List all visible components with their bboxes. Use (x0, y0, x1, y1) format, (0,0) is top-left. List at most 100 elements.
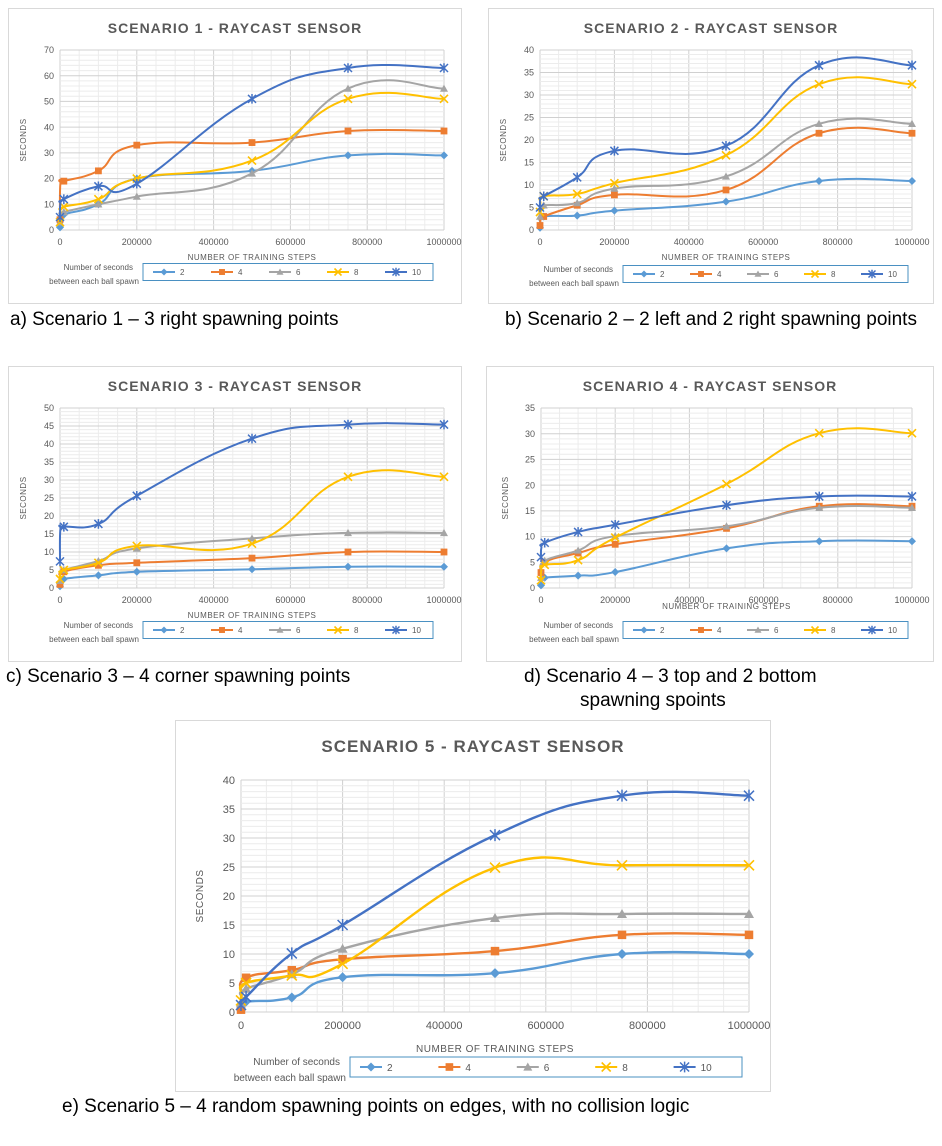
data-point-10 (814, 491, 824, 502)
y-tick-label: 15 (223, 920, 235, 932)
legend: Number of seconds between each ball spawn… (234, 1056, 743, 1084)
y-tick-label: 10 (525, 532, 535, 542)
data-point-4 (815, 129, 823, 137)
legend-marker-2 (160, 268, 168, 276)
data-point-2 (573, 211, 582, 220)
legend-marker-10 (867, 269, 877, 279)
caption-b: b) Scenario 2 – 2 left and 2 right spawn… (488, 309, 934, 331)
data-point-10 (573, 527, 583, 537)
legend-label-8: 8 (831, 270, 836, 279)
data-point-4 (540, 213, 548, 220)
legend-label-6: 6 (296, 626, 301, 635)
x-tick-label: 1000000 (728, 1020, 771, 1032)
grid (540, 407, 913, 589)
data-point-10 (540, 537, 550, 548)
data-point-10 (572, 172, 582, 183)
y-tick-label: 10 (44, 199, 54, 209)
legend-marker-4 (219, 627, 225, 633)
y-tick-label: 5 (530, 557, 535, 567)
legend-label-2: 2 (387, 1063, 393, 1074)
legend-label-4: 4 (238, 626, 243, 635)
legend-label-8: 8 (354, 268, 359, 277)
data-point-6 (744, 908, 754, 918)
caption-e: e) Scenario 5 – 4 random spawning points… (62, 1096, 690, 1117)
data-point-2 (132, 567, 141, 576)
data-point-10 (247, 433, 257, 444)
x-tick-label: 0 (537, 237, 542, 247)
x-tick-label: 200000 (324, 1020, 361, 1032)
data-point-2 (815, 537, 824, 546)
legend-marker-4 (698, 627, 704, 633)
data-point-10 (132, 178, 142, 189)
data-point-2 (617, 949, 627, 959)
x-tick-label: 0 (57, 595, 62, 605)
data-point-8 (721, 479, 732, 489)
y-tick-label: 25 (524, 113, 534, 123)
data-point-8 (721, 150, 731, 160)
data-point-8 (132, 541, 142, 551)
x-tick-label: 400000 (426, 1020, 463, 1032)
data-point-10 (907, 491, 917, 502)
data-point-6 (132, 544, 141, 552)
y-tick-label: 20 (223, 891, 235, 903)
data-point-6 (132, 192, 141, 200)
legend: Number of seconds between each ball spawn… (529, 265, 909, 288)
data-point-4 (60, 177, 68, 185)
data-point-4 (133, 559, 141, 567)
data-point-8 (572, 189, 582, 199)
y-axis-label: SECONDS (195, 870, 206, 923)
data-point-8 (573, 555, 583, 565)
legend-marker-10 (867, 625, 877, 635)
y-tick-label: 10 (44, 547, 54, 557)
legend-title-line1: Number of seconds (253, 1057, 340, 1068)
x-tick-label: 800000 (352, 595, 382, 605)
caption-c: c) Scenario 3 – 4 corner spawning points (6, 666, 351, 687)
data-point-2 (744, 949, 754, 959)
data-point-6 (815, 503, 824, 511)
data-point-10 (55, 212, 65, 222)
x-tick-label: 800000 (629, 1020, 666, 1032)
x-tick-label: 0 (57, 237, 62, 247)
data-point-8 (286, 969, 298, 982)
data-point-10 (610, 519, 620, 530)
y-tick-label: 5 (229, 978, 235, 990)
y-tick-label: 25 (44, 493, 54, 503)
data-point-6 (908, 503, 916, 511)
data-point-8 (343, 94, 353, 104)
data-point-4 (241, 973, 251, 983)
data-point-8 (247, 156, 257, 166)
data-point-4 (56, 581, 64, 588)
legend-marker-10 (391, 625, 401, 635)
data-point-6 (815, 119, 823, 127)
x-tick-label: 1000000 (426, 595, 461, 605)
legend-marker-2 (160, 626, 168, 634)
legend: Number of seconds between each ball spawn… (49, 621, 434, 644)
grid (539, 49, 913, 231)
data-point-10 (439, 63, 449, 73)
data-point-8 (439, 94, 449, 104)
legend-label-4: 4 (717, 626, 722, 635)
legend: Number of seconds between each ball spawn… (49, 263, 434, 286)
legend-marker-8 (810, 269, 820, 279)
legend-title-line2: between each ball spawn (529, 635, 619, 644)
data-point-4 (344, 127, 352, 135)
data-point-6 (617, 908, 627, 918)
data-point-8 (240, 977, 252, 989)
legend-marker-2 (640, 270, 648, 278)
series-markers-10 (536, 491, 917, 562)
legend-box (349, 1056, 743, 1078)
x-tick-label: 600000 (275, 595, 305, 605)
x-tick-label: 800000 (823, 237, 853, 247)
data-point-10 (59, 522, 69, 532)
x-tick-label: 400000 (674, 237, 704, 247)
data-point-6 (241, 983, 252, 993)
data-point-4 (95, 167, 102, 175)
y-tick-label: 35 (524, 68, 534, 78)
chart-c: SCENARIO 3 - RAYCAST SENSOR0510152025303… (8, 366, 462, 662)
y-tick-label: 15 (44, 529, 54, 539)
legend-title-line2: between each ball spawn (529, 279, 619, 288)
legend-label-6: 6 (296, 268, 301, 277)
data-point-2 (722, 544, 731, 553)
y-tick-label: 10 (223, 949, 235, 961)
y-tick-label: 50 (44, 97, 54, 107)
